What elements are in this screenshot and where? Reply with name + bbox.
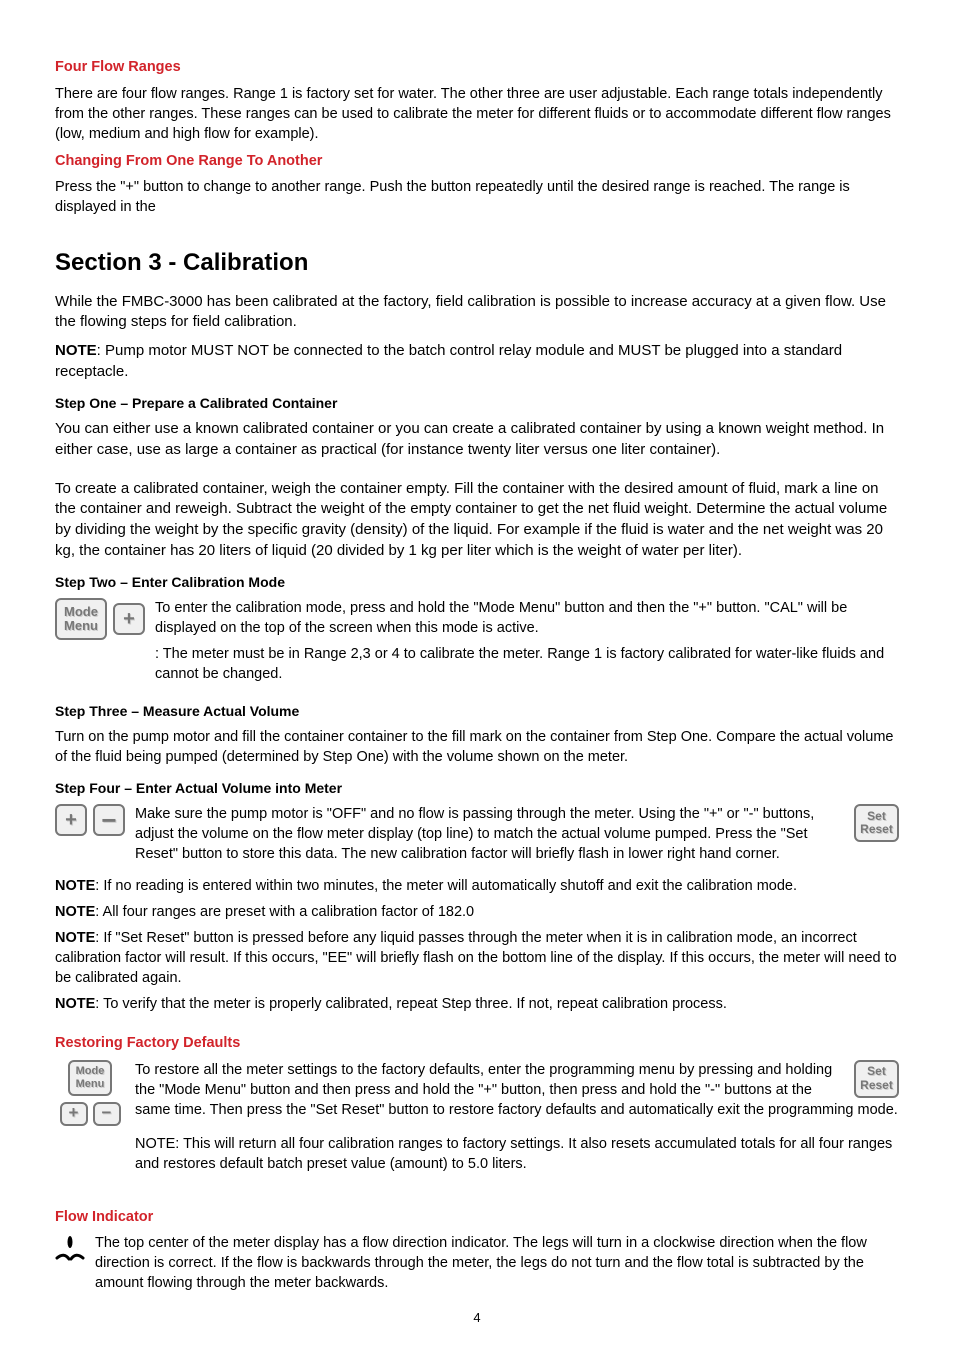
reset-label-2: Reset [860, 1079, 893, 1092]
restore-p1: To restore all the meter settings to the… [135, 1060, 899, 1120]
step-four-note-c: NOTE: If "Set Reset" button is pressed b… [55, 928, 899, 988]
minus-button-sm: − [93, 1102, 121, 1126]
plus-button: + [113, 603, 145, 635]
step-two-label: Step Two – Enter Calibration Mode [55, 573, 899, 592]
note-text-c: : If "Set Reset" button is pressed befor… [55, 930, 897, 986]
flow-indicator-icon [55, 1233, 85, 1265]
restore-button-stack: Mode Menu + − [55, 1060, 125, 1126]
note-label: NOTE [55, 342, 97, 359]
step-two-p2: : The meter must be in Range 2,3 or 4 to… [155, 644, 899, 684]
step-three-body: Turn on the pump motor and fill the cont… [55, 727, 899, 767]
note-text-b: : All four ranges are preset with a cali… [95, 904, 474, 920]
step-four-note-d: NOTE: To verify that the meter is proper… [55, 994, 899, 1014]
body-four-flow: There are four flow ranges. Range 1 is f… [55, 84, 899, 144]
step-four-note-a: NOTE: If no reading is entered within tw… [55, 876, 899, 896]
mode-label-1: Mode [64, 605, 98, 619]
mode-sm-1: Mode [76, 1065, 105, 1077]
step-four-body: Make sure the pump motor is "OFF" and no… [135, 804, 899, 864]
step-one-p2: To create a calibrated container, weigh … [55, 479, 899, 562]
note-text-d: : To verify that the meter is properly c… [95, 996, 727, 1012]
step-four-label: Step Four – Enter Actual Volume into Met… [55, 779, 899, 798]
step-four-note-b: NOTE: All four ranges are preset with a … [55, 902, 899, 922]
set-label: Set [867, 810, 886, 823]
step-two-buttons: Mode Menu + [55, 598, 145, 640]
plus-button-sm: + [60, 1102, 88, 1126]
heading-flow-indicator: Flow Indicator [55, 1208, 899, 1228]
note-label-b: NOTE [55, 904, 95, 920]
step-three-label: Step Three – Measure Actual Volume [55, 702, 899, 721]
mode-menu-button: Mode Menu [55, 598, 107, 640]
section-3-title: Section 3 - Calibration [55, 247, 899, 279]
minus-button-s4: − [93, 804, 125, 836]
step-one-p1: You can either use a known calibrated co… [55, 419, 899, 460]
set-reset-button: Set Reset [854, 804, 899, 842]
flow-indicator-body: The top center of the meter display has … [95, 1233, 899, 1293]
reset-label: Reset [860, 823, 893, 836]
note-label-c: NOTE [55, 930, 95, 946]
set-label-2: Set [867, 1065, 886, 1078]
step-one-label: Step One – Prepare a Calibrated Containe… [55, 394, 899, 413]
section-3-intro: While the FMBC-3000 has been calibrated … [55, 292, 899, 333]
note-text: : Pump motor MUST NOT be connected to th… [55, 342, 842, 380]
heading-four-flow-ranges: Four Flow Ranges [55, 58, 899, 78]
body-changing: Press the "+" button to change to anothe… [55, 177, 899, 217]
mode-label-2: Menu [64, 619, 98, 633]
note-label-a: NOTE [55, 878, 95, 894]
section-3-note: NOTE: Pump motor MUST NOT be connected t… [55, 341, 899, 382]
mode-sm-2: Menu [76, 1078, 105, 1090]
note-label-d: NOTE [55, 996, 95, 1012]
step-two-p1: To enter the calibration mode, press and… [155, 598, 899, 638]
page-number: 4 [55, 1309, 899, 1327]
step-four-pm-buttons: + − [55, 804, 125, 836]
heading-restore-defaults: Restoring Factory Defaults [55, 1034, 899, 1054]
restore-p2: NOTE: This will return all four calibrat… [135, 1134, 899, 1174]
heading-changing-range: Changing From One Range To Another [55, 152, 899, 172]
mode-menu-button-sm: Mode Menu [68, 1060, 112, 1096]
plus-button-s4: + [55, 804, 87, 836]
set-reset-button-2: Set Reset [854, 1060, 899, 1098]
note-text-a: : If no reading is entered within two mi… [95, 878, 797, 894]
